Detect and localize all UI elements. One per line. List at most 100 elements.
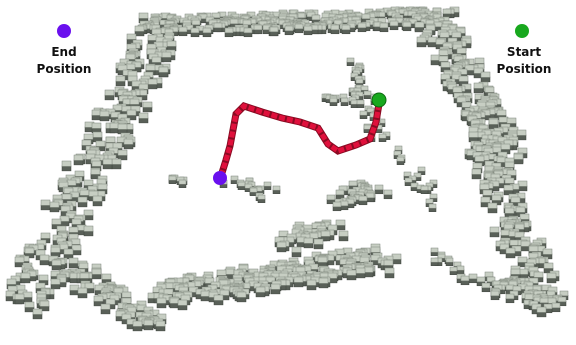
voxel-face [544,263,553,268]
voxel-face [181,295,190,300]
voxel-face [70,285,79,290]
voxel-face [201,291,210,296]
voxel-face [469,132,478,137]
voxel-face [277,247,286,252]
voxel-face [394,151,401,155]
voxel-face [130,99,139,104]
voxel-face [340,94,347,98]
voxel-face [162,52,171,57]
voxel-face [358,23,366,28]
voxel-face [243,20,251,25]
voxel-face [15,257,24,262]
voxel-face [59,244,68,249]
voxel-face [342,25,350,30]
voxel-face [93,132,102,137]
voxel-face [304,30,312,34]
voxel-face [364,267,373,272]
voxel-face [417,37,426,42]
voxel-face [339,231,348,236]
voxel-face [91,169,100,174]
voxel-face [552,303,560,308]
voxel-face [67,180,76,185]
voxel-face [214,23,222,28]
voxel-face [450,267,457,271]
voxel-face [60,221,69,226]
voxel-face [314,239,323,244]
voxel-face [85,283,94,288]
voxel-face [122,298,131,303]
voxel-face [403,22,411,27]
voxel-face [304,243,313,248]
voxel-face [41,205,50,210]
voxel-face [103,159,112,164]
voxel-face [457,48,466,53]
voxel-face [518,181,527,186]
voxel-face [144,320,153,325]
voxel-face [547,298,556,303]
voxel-face [60,216,69,221]
voxel-face [116,81,125,86]
voxel-face [84,180,93,185]
voxel-face [385,273,394,278]
start-label-line: Position [497,62,552,76]
voxel-face [238,182,245,186]
voxel-face [397,157,404,161]
voxel-face [482,283,490,288]
voxel-face [69,234,78,239]
voxel-face [309,233,318,238]
voxel-face [294,277,303,282]
voxel-face [339,236,348,241]
voxel-face [135,31,144,36]
voxel-face [80,273,89,278]
voxel-face [330,98,337,102]
voxel-face [415,27,424,32]
voxel-face [36,250,45,255]
voxel-face [126,64,135,69]
voxel-face [93,196,102,201]
voxel-face [375,189,383,193]
voxel-face [492,147,501,152]
voxel-face [490,232,499,237]
voxel-face [179,180,186,184]
voxel-face [51,284,60,289]
voxel-face [461,280,469,284]
voxel-face [395,146,402,150]
voxel-face [127,44,136,49]
voxel-face [485,166,494,171]
voxel-face [225,28,233,33]
voxel-face [336,225,345,230]
voxel-face [40,255,49,260]
voxel-face [72,245,81,250]
planned-path [221,104,379,176]
voxel-face [254,29,262,33]
voxel-face [127,307,136,312]
voxel-face [418,167,425,171]
voxel-face [483,190,492,195]
voxel-face [84,226,93,231]
voxel-face [501,144,510,149]
voxel-face [124,139,133,144]
voxel-face [359,196,367,201]
voxel-face [431,258,438,262]
voxel-face [201,296,210,301]
voxel-face [459,76,468,81]
voxel-face [534,272,543,277]
voxel-face [380,27,388,31]
voxel-face [52,219,61,224]
voxel-face [336,220,345,225]
voxel-face [225,32,233,36]
voxel-face [156,326,165,331]
voxel-face [364,91,371,95]
voxel-face [506,294,514,299]
voxel-face [385,268,394,273]
voxel-face [357,100,364,104]
voxel-face [110,123,119,128]
voxel-face [469,127,478,132]
voxel-face [304,26,312,31]
voxel-face [506,298,514,302]
voxel-face [384,190,392,195]
voxel-face [152,57,161,62]
voxel-face [61,206,70,211]
voxel-face [480,184,489,189]
voxel-face [15,294,24,299]
